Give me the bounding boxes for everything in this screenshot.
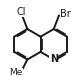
Text: N: N	[50, 54, 58, 64]
Text: Br: Br	[60, 9, 71, 19]
Text: Me: Me	[10, 68, 23, 77]
Text: Cl: Cl	[16, 7, 26, 17]
